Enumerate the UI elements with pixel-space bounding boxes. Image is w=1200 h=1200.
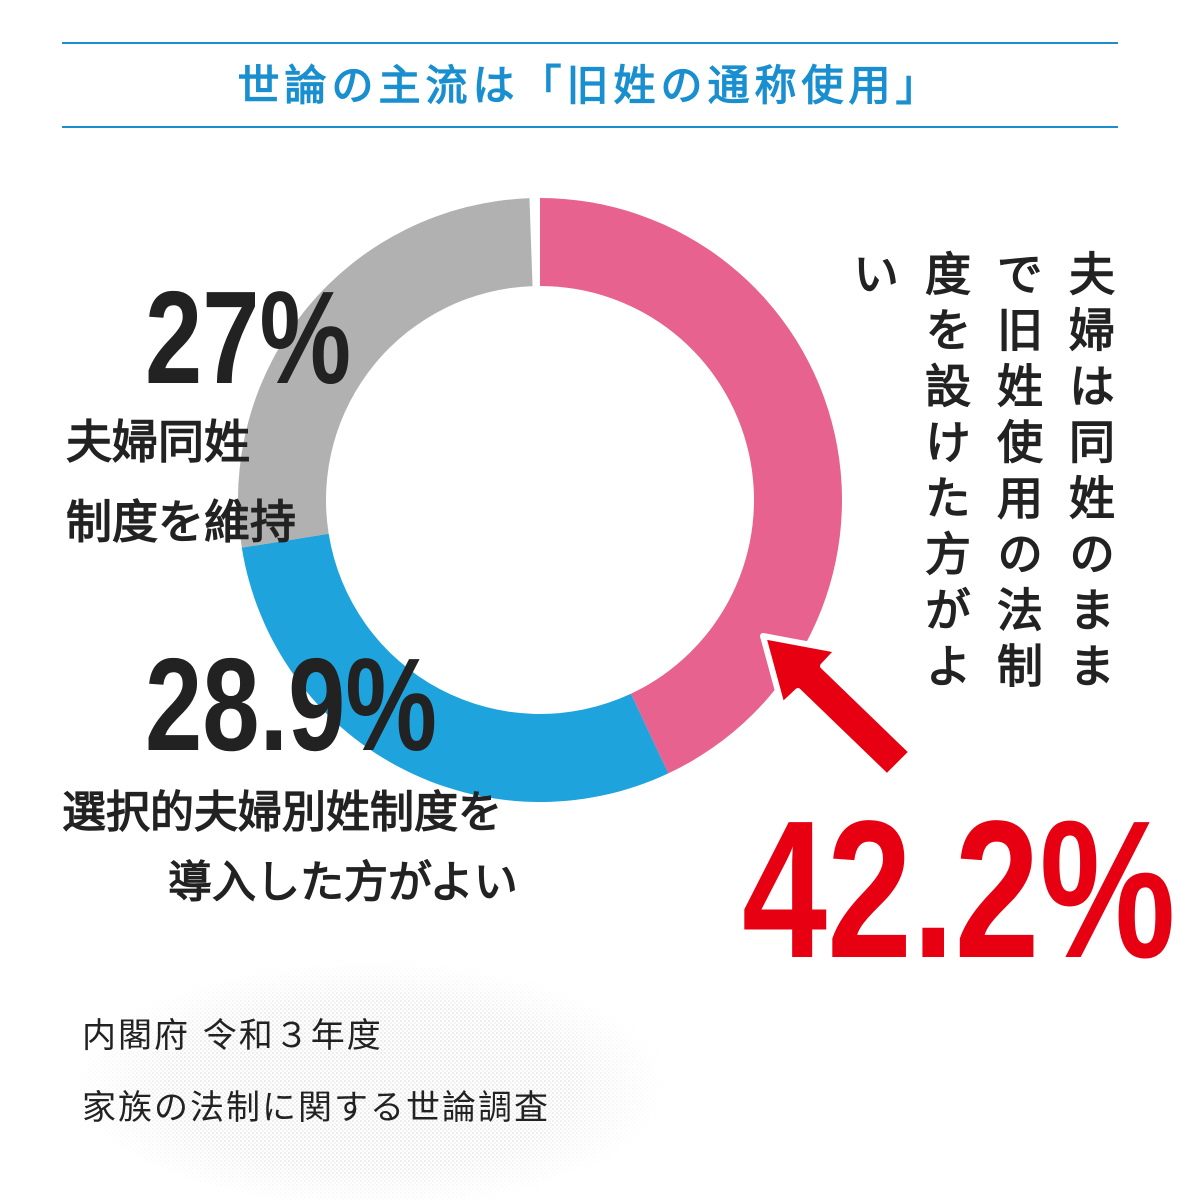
source-speckle-background	[70, 960, 670, 1200]
pink-slice-percent: 42.2%	[742, 780, 1176, 999]
donut-slice-1	[241, 533, 669, 802]
gray-slice-label-line1: 夫婦同姓	[66, 415, 250, 469]
donut-slice-0	[540, 198, 843, 774]
pink-slice-label: 夫婦は同姓のままで旧姓使用の法制度を設けた方がよい	[846, 250, 1116, 698]
source-note: 内閣府 令和３年度 家族の法制に関する世論調査	[82, 1000, 550, 1144]
source-line1: 内閣府 令和３年度	[82, 1016, 383, 1056]
blue-slice-label-line2: 導入した方がよい	[168, 857, 518, 908]
pointer-arrow	[760, 633, 915, 780]
gray-slice-percent: 27%	[145, 264, 352, 411]
blue-slice-percent: 28.9%	[145, 631, 437, 778]
source-line2: 家族の法制に関する世論調査	[82, 1088, 550, 1128]
blue-slice-label-line1: 選択的夫婦別姓制度を	[62, 787, 502, 838]
chart-title: 世論の主流は「旧姓の通称使用」	[237, 61, 943, 110]
gray-slice-label-line2: 制度を維持	[66, 495, 296, 549]
title-rule-top	[62, 42, 1118, 44]
donut-slice-2	[238, 198, 533, 548]
title-rule-bottom	[62, 126, 1118, 128]
